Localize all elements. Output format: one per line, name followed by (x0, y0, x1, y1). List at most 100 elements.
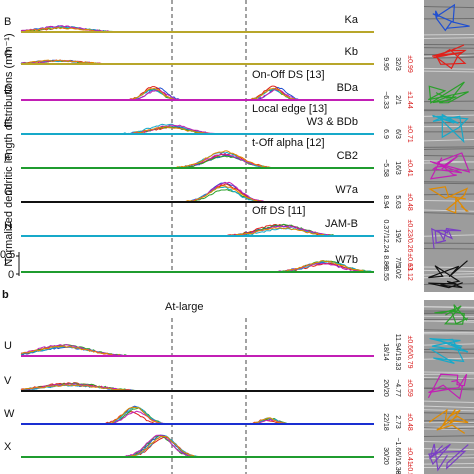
stat-bottom-2-1: 2.73 (394, 415, 401, 429)
stat-bottom-3-0: 30/20 (382, 447, 389, 465)
trace-F-5 (20, 150, 374, 169)
panel-id-C: C (4, 48, 12, 60)
morph-texture-1-33 (423, 435, 474, 438)
stat-top-6-0: −8.55 (382, 263, 389, 281)
trace-U-4 (20, 343, 374, 357)
trace-H-5 (21, 227, 375, 237)
morph-texture-1-13 (423, 457, 474, 460)
panel-D: D BDa On-Off DS [13] (4, 69, 375, 101)
stat-top-1-2: ±1.44 (406, 91, 413, 109)
panel-W: W (4, 405, 375, 425)
panel-B: B Ka (4, 14, 375, 33)
y-axis-label: Normalized dendritic length distribution… (3, 33, 15, 266)
stat-top-3-0: −5.58 (382, 159, 389, 177)
stat-top-7-1: 7/5 (394, 257, 401, 267)
trace-D-0 (20, 86, 375, 101)
ytick-0-5: 0.5 (0, 249, 15, 261)
morph-cell-0-2 (428, 81, 469, 104)
stats-bottom: 18/14 11.94/19.33 ±0.66/0.79 20/20 −4.77 ±0.5… (382, 334, 413, 474)
morph-texture-1-31 (423, 306, 474, 309)
trace-V-2 (20, 382, 375, 392)
trace-X-1 (21, 436, 375, 458)
panel-name-C: Kb (345, 46, 358, 58)
stat-top-4-0: 8.94 (382, 195, 389, 209)
panel-V: V (4, 375, 375, 392)
morph-cell-0-7 (428, 260, 468, 289)
trace-W-0 (21, 405, 375, 425)
panel-id-X: X (4, 441, 12, 453)
panel-id-H: H (4, 220, 12, 232)
morph-cell-0-3 (432, 113, 469, 144)
panel-C: C Kb (4, 46, 375, 65)
morph-texture-1-0 (423, 357, 474, 360)
stat-bottom-0-1: 11.94/19.33 (394, 334, 401, 371)
stat-bottom-1-1: −4.77 (394, 379, 401, 397)
stat-top-5-0: 0.37/12.24 (382, 219, 389, 252)
stat-top-5-2: ±0.23/0.26 (406, 219, 413, 252)
stat-top-1-1: 2/1 (394, 95, 401, 105)
stat-bottom-0-2: ±0.66/0.79 (406, 335, 413, 368)
morph-cell-0-5 (428, 186, 469, 214)
morph-texture-1-24 (423, 426, 474, 428)
morph-texture-0-28 (423, 199, 474, 202)
trace-W-5 (21, 406, 374, 425)
panel-G: G W7a (4, 181, 375, 203)
panel-b-title: At-large (165, 301, 204, 313)
morph-texture-1-10 (423, 405, 474, 409)
morph-texture-0-27 (423, 181, 474, 183)
stat-bottom-2-0: 22/18 (382, 413, 389, 431)
trace-X-3 (21, 435, 375, 458)
morph-texture-0-15 (423, 193, 474, 196)
panel-name-D: BDa (337, 82, 359, 94)
panel-ref-H: Off DS [11] (252, 205, 305, 217)
trace-D-2 (20, 88, 374, 101)
morphology-strip (423, 0, 474, 474)
trace-X-0 (20, 434, 374, 458)
ytick-0: 0 (8, 269, 14, 281)
morph-texture-1-2 (423, 440, 474, 444)
morph-texture-0-24 (423, 266, 474, 269)
trace-F-1 (21, 153, 375, 169)
stat-top-0-0: 9.95 (382, 57, 389, 71)
morph-texture-0-1 (423, 37, 474, 40)
stat-top-3-2: ±0.41 (406, 159, 413, 177)
stat-top-7-0: 8.86 (382, 255, 389, 269)
morph-texture-0-0 (423, 146, 474, 148)
trace-F-3 (21, 151, 374, 169)
morph-cell-1-2 (427, 373, 468, 400)
trace-D-3 (21, 88, 374, 101)
stat-top-0-1: 32/3 (394, 57, 401, 71)
stat-top-4-1: 5.63 (394, 195, 401, 209)
panel-F: F CB2 t-Off alpha [12] (4, 137, 375, 169)
morph-texture-1-37 (423, 400, 474, 403)
stat-bottom-3-1: −1.66/16.38 (394, 437, 401, 474)
trace-U-0 (20, 346, 375, 357)
trace-G-5 (21, 185, 374, 203)
panel-id-D: D (4, 84, 12, 96)
stat-top-7-2: ±0.63 (406, 253, 413, 271)
trace-X-2 (20, 434, 375, 458)
panel-ref-F: t-Off alpha [12] (252, 137, 325, 149)
morph-texture-0-38 (423, 114, 474, 117)
panel-name-B: Ka (345, 14, 359, 26)
panel-b-label: b (2, 289, 9, 301)
trace-G-2 (20, 189, 375, 203)
morph-texture-1-4 (423, 462, 474, 465)
morph-cell-1-3 (428, 408, 469, 434)
panel-id-V: V (4, 375, 12, 387)
trace-D-1 (20, 85, 374, 101)
trace-X-4 (21, 434, 374, 458)
morph-cell-1-4 (428, 443, 469, 472)
stat-top-2-1: 6/3 (394, 129, 401, 139)
morph-texture-0-7 (423, 148, 474, 151)
stat-bottom-0-0: 18/14 (382, 343, 389, 361)
panel-id-G: G (4, 186, 13, 198)
panel-id-B: B (4, 16, 11, 28)
trace-U-5 (20, 345, 374, 357)
stat-top-2-0: 6.9 (382, 129, 389, 139)
morph-cell-0-0 (432, 3, 470, 32)
stat-top-1-0: −6.33 (382, 91, 389, 109)
